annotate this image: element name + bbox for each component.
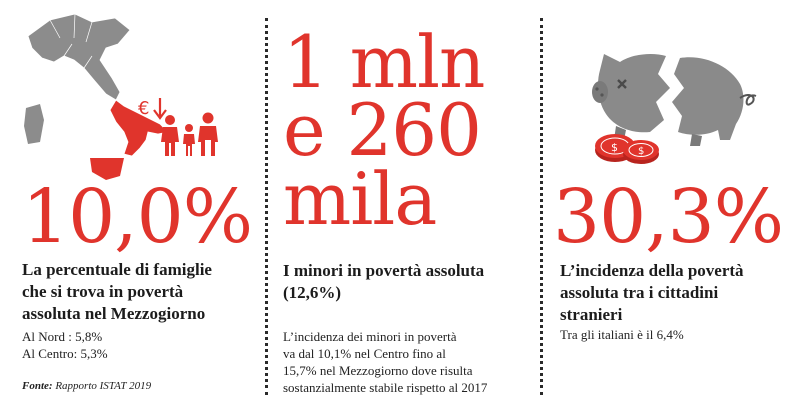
headline-line: che si trova in povertà: [22, 282, 184, 301]
big-stat-value: 10,0%: [22, 174, 253, 260]
stat-column-families: € 10,0% La percentuale di famiglie che s…: [0, 0, 262, 413]
column-divider: [265, 18, 268, 395]
svg-text:$: $: [611, 141, 618, 154]
source-note: Fonte: Rapporto ISTAT 2019: [22, 380, 151, 392]
stat-column-minors: 1 mln e 260 mila I minori in povertà ass…: [270, 0, 535, 413]
detail-line: L’incidenza dei minori in povertà: [283, 329, 457, 344]
stat-headline: I minori in povertà assoluta (12,6%): [283, 260, 533, 304]
headline-line: assoluta nel Mezzogiorno: [22, 304, 206, 323]
headline-line: stranieri: [560, 305, 623, 324]
source-label: Fonte:: [22, 380, 53, 392]
italy-map-icon: €: [24, 13, 218, 180]
stat-details: Al Nord : 5,8% Al Centro: 5,3%: [22, 328, 108, 362]
big-stat-line: mila: [283, 156, 437, 241]
headline-line: assoluta tra i cittadini: [560, 283, 719, 302]
svg-text:€: €: [138, 98, 149, 119]
coins-icon: $ $: [595, 134, 659, 164]
source-text: Rapporto ISTAT 2019: [55, 380, 152, 392]
detail-line: Al Centro: 5,3%: [22, 346, 108, 361]
stat-details: L’incidenza dei minori in povertà va dal…: [283, 328, 543, 396]
detail-line: 15,7% nel Mezzogiorno dove risulta: [283, 363, 473, 378]
big-stat-value: 1 mln e 260 mila: [283, 20, 485, 241]
detail-line: Tra gli italiani è il 6,4%: [560, 327, 684, 342]
detail-line: sostanzialmente stabile rispetto al 2017: [283, 380, 488, 395]
family-icon: [161, 112, 218, 156]
stat-column-foreigners: $ $ 30,3% L’incidenza della povertà asso…: [545, 0, 800, 413]
big-stat-value: 30,3%: [553, 174, 784, 260]
stat-details: Tra gli italiani è il 6,4%: [560, 326, 684, 343]
headline-line: La percentuale di famiglie: [22, 260, 212, 279]
stat-headline: La percentuale di famiglie che si trova …: [22, 259, 262, 325]
big-stat-line: e 260: [283, 88, 482, 173]
detail-line: Al Nord : 5,8%: [22, 329, 103, 344]
stat-headline: L’incidenza della povertà assoluta tra i…: [560, 260, 795, 326]
headline-line: I minori in povertà assoluta: [283, 261, 485, 280]
headline-line: (12,6%): [283, 283, 342, 302]
big-stat-line: 1 mln: [283, 20, 485, 104]
svg-text:$: $: [638, 146, 644, 157]
column-divider: [540, 18, 543, 395]
headline-line: L’incidenza della povertà: [560, 261, 744, 280]
broken-piggy-bank-icon: [592, 54, 757, 146]
detail-line: va dal 10,1% nel Centro fino al: [283, 346, 446, 361]
euro-down-icon: [153, 98, 167, 120]
